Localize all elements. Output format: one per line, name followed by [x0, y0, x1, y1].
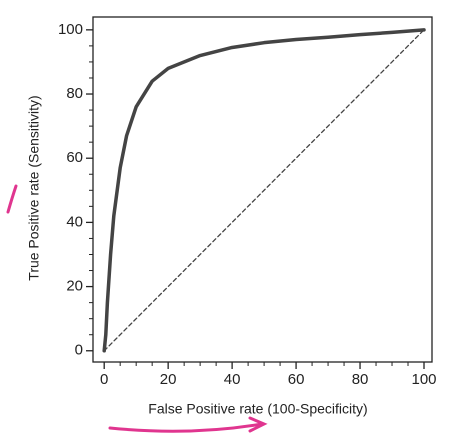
y-tick-label: 20: [66, 278, 83, 295]
x-tick-label: 20: [160, 371, 177, 388]
annotation-mark: [6, 184, 18, 214]
reference-line: [103, 29, 425, 352]
y-axis-label: True Positive rate (Sensitivity): [26, 95, 42, 280]
x-tick-label: 80: [352, 371, 369, 388]
x-tick-label: 40: [224, 371, 241, 388]
x-tick-label: 100: [411, 371, 436, 388]
y-tick-label: 60: [66, 149, 83, 166]
x-tick-label: 0: [100, 371, 108, 388]
annotation-arrowhead: [248, 416, 268, 433]
roc-curve: [102, 28, 426, 353]
plot-frame: [92, 16, 433, 363]
y-tick-label: 80: [66, 85, 83, 102]
x-axis-label: False Positive rate (100-Specificity): [148, 401, 367, 417]
y-tick-label: 100: [58, 21, 83, 38]
annotation-underline: [108, 422, 264, 433]
y-tick-label: 0: [75, 342, 83, 359]
x-tick-label: 60: [288, 371, 305, 388]
y-tick-label: 40: [66, 213, 83, 230]
